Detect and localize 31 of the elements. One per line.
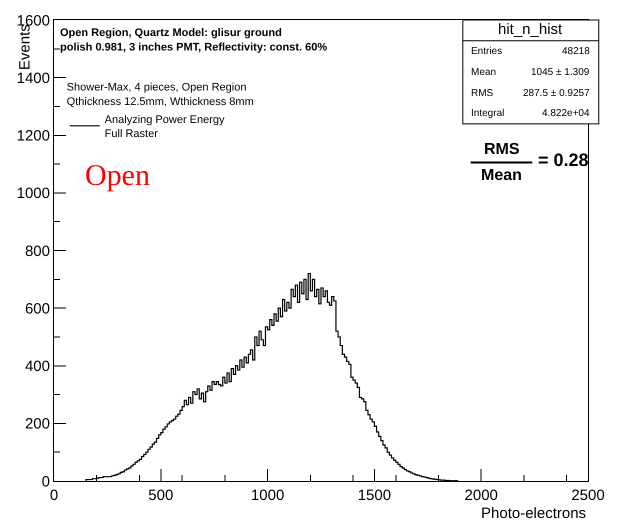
y-tick-label: 400 (24, 358, 50, 375)
y-tick-label: 0 (42, 473, 50, 490)
annotation: 48218 (562, 46, 590, 57)
annotation: RMS (471, 88, 494, 99)
text: Open Region, Quartz Model: glisur ground polish 0.981, 3 inches PMT, Reflectivity: const. 60% (60, 27, 328, 54)
annotation: Mean (471, 67, 496, 78)
y-tick-label: 600 (24, 300, 50, 318)
y-tick-label: 800 (24, 242, 50, 260)
y-tick-label: 200 (24, 416, 50, 433)
annotation: RMS (484, 141, 520, 158)
x-tick-label: 500 (148, 487, 174, 504)
y-tick-label: 1400 (16, 70, 50, 87)
x-axis-title: Photo-electrons (481, 505, 586, 522)
annotation: 4.822e+04 (542, 108, 590, 119)
legend-title: Shower-Max, 4 pieces, Open Region Qthickness 12.5mm, Wthickness 8mm (66, 82, 254, 108)
annotation: Integral (471, 108, 504, 119)
annotation: Entries (471, 46, 502, 57)
y-axis-title: Events (16, 24, 34, 70)
annotation: Mean (481, 167, 522, 184)
x-tick-label: 1000 (250, 487, 284, 504)
annotation: Open (85, 159, 150, 192)
legend-label: Analyzing Power Energy Full Raster (104, 114, 226, 140)
annotation: hit_n_hist (498, 21, 564, 38)
annotation: 1045 ± 1.309 (531, 67, 590, 78)
x-tick-label: 1500 (358, 487, 392, 504)
annotation: = 0.28 (538, 150, 589, 170)
annotation: 287.5 ± 0.9257 (523, 88, 590, 99)
x-tick-label: 2000 (464, 487, 498, 504)
y-tick-label: 1200 (16, 128, 50, 144)
y-tick-label: 1000 (16, 185, 50, 202)
x-tick-label: 2500 (571, 487, 605, 504)
